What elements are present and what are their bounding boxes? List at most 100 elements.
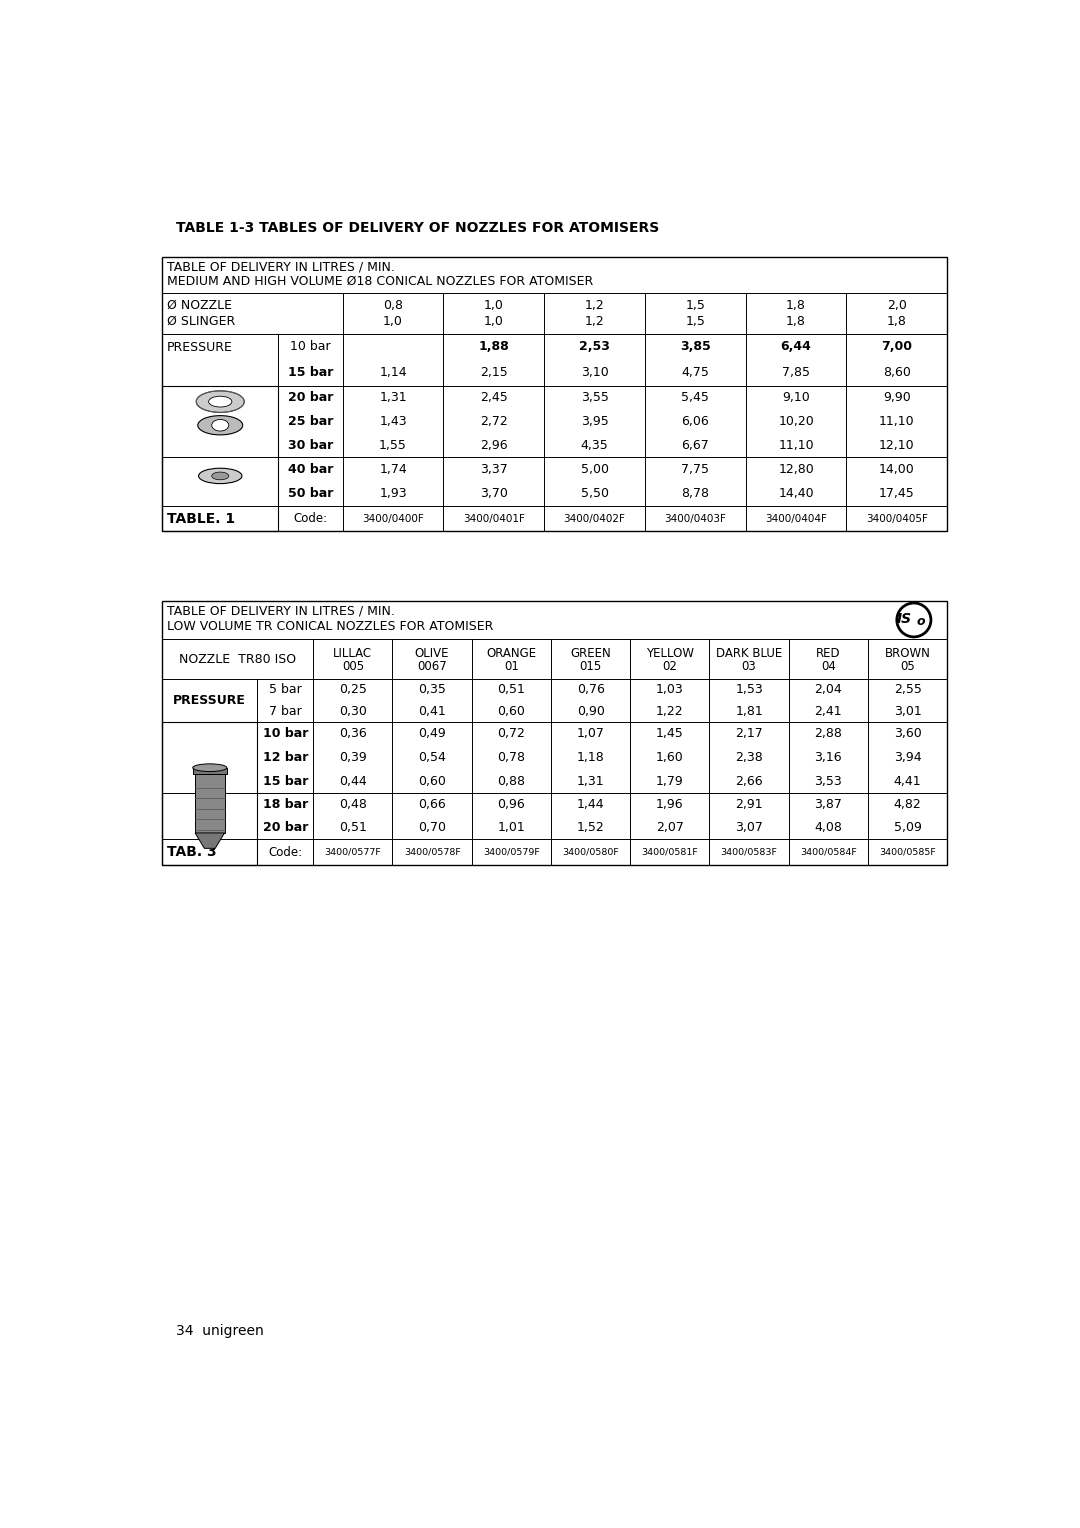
Text: TAB. 3: TAB. 3 [166, 845, 216, 859]
Text: 10 bar: 10 bar [291, 341, 330, 353]
Text: 2,15: 2,15 [480, 367, 508, 379]
Text: TABLE. 1: TABLE. 1 [166, 512, 235, 526]
Text: 12,80: 12,80 [779, 463, 814, 477]
Text: Code:: Code: [268, 845, 302, 859]
Text: LILLAC: LILLAC [334, 646, 373, 660]
Text: 0,60: 0,60 [498, 704, 525, 718]
Text: 1,22: 1,22 [656, 704, 684, 718]
Text: 5 bar: 5 bar [269, 683, 301, 697]
Text: 4,75: 4,75 [681, 367, 710, 379]
Text: 0,36: 0,36 [339, 727, 367, 740]
Text: 14,00: 14,00 [879, 463, 915, 477]
Bar [195, 773, 225, 833]
Text: NOZZLE  TR80 ISO: NOZZLE TR80 ISO [179, 652, 296, 666]
Text: 2,72: 2,72 [480, 416, 508, 428]
Text: BROWN: BROWN [885, 646, 931, 660]
Text: 0,88: 0,88 [498, 775, 525, 788]
Text: 6,06: 6,06 [681, 416, 710, 428]
Text: 4,08: 4,08 [814, 822, 842, 834]
Text: 7,75: 7,75 [681, 463, 710, 477]
Text: 5,00: 5,00 [581, 463, 608, 477]
Text: 3,07: 3,07 [735, 822, 764, 834]
Text: 1,31: 1,31 [577, 775, 605, 788]
Text: 3,60: 3,60 [894, 727, 921, 740]
Text: 0,96: 0,96 [498, 798, 525, 811]
Text: 0,78: 0,78 [498, 750, 525, 764]
Text: 02: 02 [662, 660, 677, 672]
Ellipse shape [198, 416, 243, 435]
Text: 0,60: 0,60 [418, 775, 446, 788]
Text: 1,43: 1,43 [379, 416, 407, 428]
Text: 2,45: 2,45 [480, 391, 508, 405]
Text: 30 bar: 30 bar [288, 439, 333, 452]
Text: 04: 04 [821, 660, 836, 672]
Text: 1,8: 1,8 [887, 315, 907, 327]
Text: 2,38: 2,38 [735, 750, 762, 764]
Text: 3,87: 3,87 [814, 798, 842, 811]
Text: 1,44: 1,44 [577, 798, 605, 811]
Text: 15 bar: 15 bar [288, 367, 334, 379]
Text: 3400/0584F: 3400/0584F [800, 848, 856, 857]
Text: 1,31: 1,31 [379, 391, 407, 405]
Text: 0,44: 0,44 [339, 775, 367, 788]
Text: IS: IS [897, 613, 913, 626]
Text: 0,49: 0,49 [418, 727, 446, 740]
Text: Ø SLINGER: Ø SLINGER [166, 315, 235, 327]
Text: LOW VOLUME TR CONICAL NOZZLES FOR ATOMISER: LOW VOLUME TR CONICAL NOZZLES FOR ATOMIS… [166, 620, 494, 634]
Text: 03: 03 [742, 660, 756, 672]
Text: 0,66: 0,66 [418, 798, 446, 811]
Text: 2,17: 2,17 [735, 727, 762, 740]
Text: 3,95: 3,95 [581, 416, 608, 428]
Text: 12,10: 12,10 [879, 439, 915, 452]
Text: 0,51: 0,51 [498, 683, 525, 697]
Ellipse shape [212, 420, 229, 431]
Text: Ø NOZZLE: Ø NOZZLE [166, 298, 232, 312]
Text: PRESSURE: PRESSURE [166, 341, 232, 354]
Text: 2,41: 2,41 [814, 704, 842, 718]
Text: 1,88: 1,88 [478, 341, 509, 353]
Text: 1,0: 1,0 [484, 315, 503, 327]
Text: 50 bar: 50 bar [288, 487, 334, 500]
Text: RED: RED [816, 646, 840, 660]
Text: 1,81: 1,81 [735, 704, 762, 718]
Text: 12 bar: 12 bar [262, 750, 308, 764]
Text: 25 bar: 25 bar [288, 416, 334, 428]
Text: 3400/0583F: 3400/0583F [720, 848, 778, 857]
Text: 3400/0405F: 3400/0405F [866, 513, 928, 524]
Text: DARK BLUE: DARK BLUE [716, 646, 782, 660]
Text: 01: 01 [504, 660, 518, 672]
Text: 0,8: 0,8 [383, 298, 403, 312]
Text: 2,88: 2,88 [814, 727, 842, 740]
Text: 1,52: 1,52 [577, 822, 605, 834]
Text: 0,25: 0,25 [339, 683, 367, 697]
Text: 9,90: 9,90 [883, 391, 910, 405]
Text: 3400/0402F: 3400/0402F [564, 513, 625, 524]
Text: 1,01: 1,01 [498, 822, 525, 834]
Text: 0,39: 0,39 [339, 750, 367, 764]
Text: 2,55: 2,55 [893, 683, 921, 697]
Text: 1,07: 1,07 [577, 727, 605, 740]
Text: 1,93: 1,93 [379, 487, 407, 500]
Text: 8,60: 8,60 [882, 367, 910, 379]
Text: 1,55: 1,55 [379, 439, 407, 452]
Text: 3,53: 3,53 [814, 775, 842, 788]
Text: 4,35: 4,35 [581, 439, 608, 452]
Ellipse shape [212, 472, 229, 480]
Text: 9,10: 9,10 [782, 391, 810, 405]
Text: 20 bar: 20 bar [288, 391, 334, 405]
Text: 4,41: 4,41 [894, 775, 921, 788]
Text: 0,41: 0,41 [418, 704, 446, 718]
Text: 3,70: 3,70 [480, 487, 508, 500]
Text: 2,91: 2,91 [735, 798, 762, 811]
Text: 1,60: 1,60 [656, 750, 684, 764]
Text: 7 bar: 7 bar [269, 704, 301, 718]
Text: 2,07: 2,07 [656, 822, 684, 834]
Text: 7,00: 7,00 [881, 341, 913, 353]
Text: 5,45: 5,45 [681, 391, 710, 405]
Text: 3400/0579F: 3400/0579F [483, 848, 540, 857]
Text: Code:: Code: [294, 512, 327, 526]
Text: 3,85: 3,85 [680, 341, 711, 353]
Text: 6,67: 6,67 [681, 439, 710, 452]
Text: 0,72: 0,72 [498, 727, 525, 740]
Text: 0,70: 0,70 [418, 822, 446, 834]
